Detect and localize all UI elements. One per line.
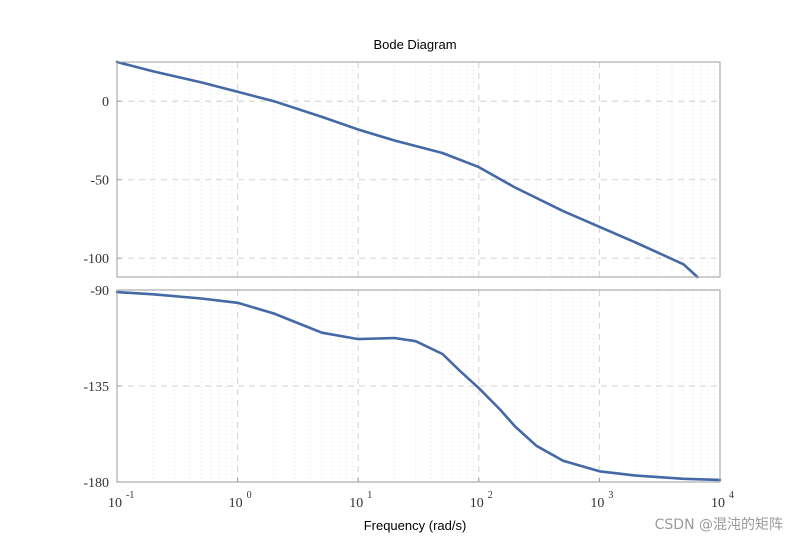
x-tick-label: 10 xyxy=(470,496,484,511)
x-tick-label: 10 xyxy=(108,496,122,511)
y-tick-label: -135 xyxy=(83,380,109,395)
phase-curve xyxy=(115,290,722,482)
y-tick-label: -90 xyxy=(90,284,109,299)
phase-panel: -90 -135 -180 xyxy=(83,284,722,491)
x-tick-label: 10 xyxy=(349,496,363,511)
x-tick-labels: 10 -1 10 0 10 1 10 2 10 3 10 4 xyxy=(108,478,734,511)
chart-title: Bode Diagram xyxy=(373,37,456,52)
magnitude-grid xyxy=(117,62,720,277)
x-tick-exponent: 4 xyxy=(729,490,734,501)
x-tick-exponent: 1 xyxy=(367,490,372,501)
x-axis-label: Frequency (rad/s) xyxy=(364,518,467,533)
magnitude-panel: 0 -50 -100 xyxy=(83,60,721,279)
magnitude-y-ticks: 0 -50 -100 xyxy=(83,95,121,267)
phase-curve-group xyxy=(115,290,722,482)
x-tick-exponent: 3 xyxy=(608,490,613,501)
x-tick-exponent: -1 xyxy=(126,490,134,501)
y-tick-label: -100 xyxy=(83,252,109,267)
y-tick-label: -180 xyxy=(83,476,109,491)
watermark: CSDN @混沌的矩阵 xyxy=(654,517,783,533)
magnitude-curve xyxy=(115,60,699,279)
x-tick-exponent: 2 xyxy=(488,490,493,501)
x-tick-label: 10 xyxy=(711,496,725,511)
phase-y-ticks: -90 -135 -180 xyxy=(83,284,121,491)
y-tick-label: 0 xyxy=(102,95,109,110)
magnitude-curve-group xyxy=(115,60,699,279)
x-tick-label: 10 xyxy=(590,496,604,511)
magnitude-axes-background xyxy=(117,62,720,277)
y-tick-label: -50 xyxy=(90,174,109,189)
x-tick-exponent: 0 xyxy=(247,490,252,501)
x-tick-label: 10 xyxy=(229,496,243,511)
magnitude-axes-frame xyxy=(116,61,721,278)
